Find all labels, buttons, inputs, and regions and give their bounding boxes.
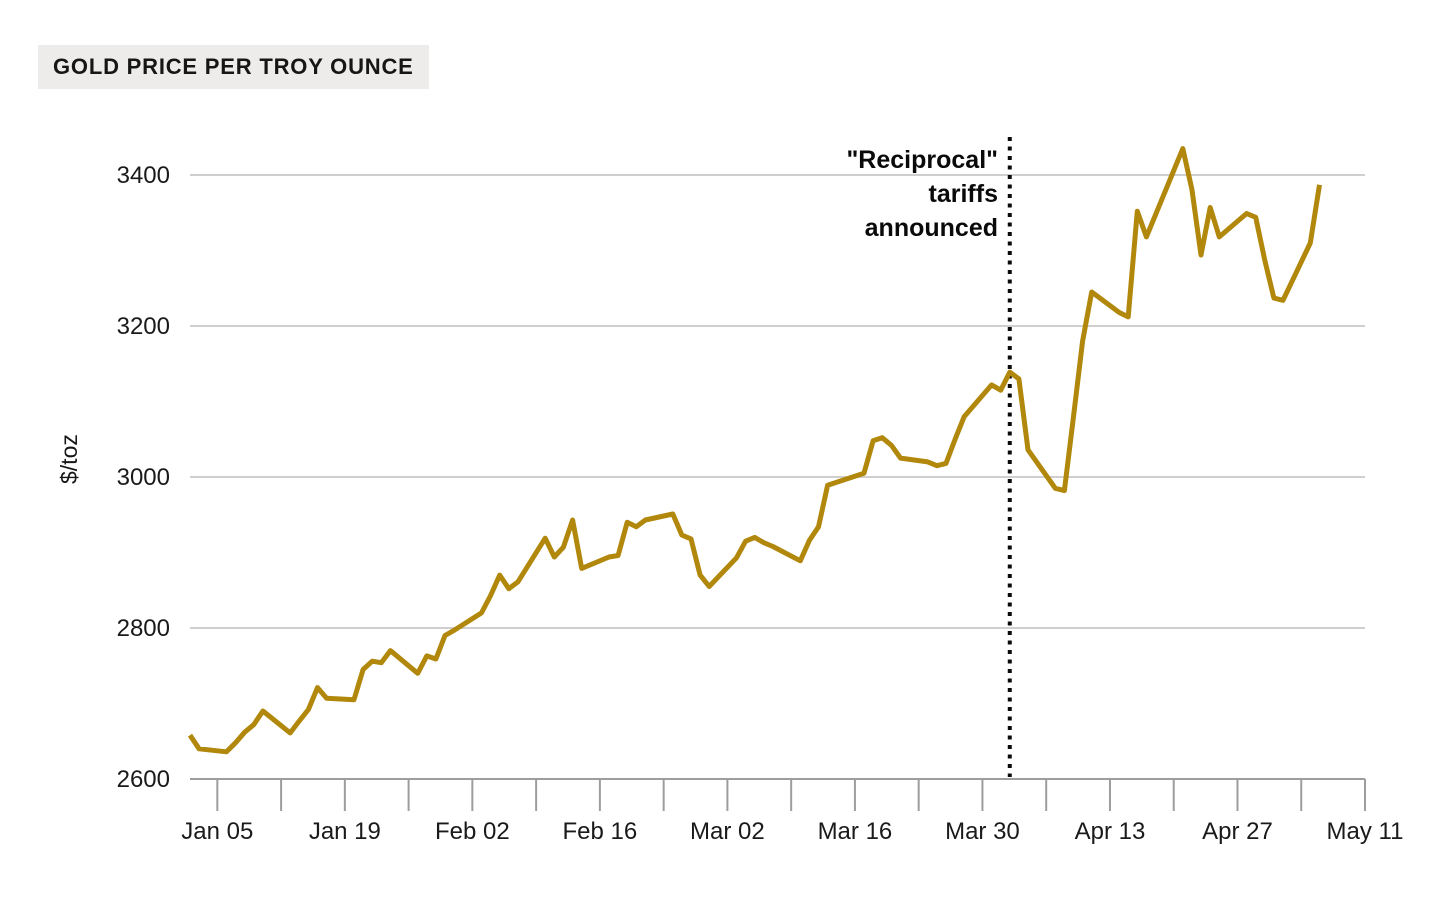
y-tick-label: 2800 xyxy=(117,615,170,642)
price-line xyxy=(187,146,1322,755)
x-tick-label: Mar 30 xyxy=(945,818,1020,845)
y-tick-label: 3400 xyxy=(117,162,170,189)
y-tick-label: 3200 xyxy=(117,313,170,340)
y-tick-label: 3000 xyxy=(117,464,170,491)
tariffs-annotation: "Reciprocal" tariffs announced xyxy=(846,146,998,242)
x-tick-label: May 11 xyxy=(1327,818,1404,845)
chart-title: GOLD PRICE PER TROY OUNCE xyxy=(38,45,429,89)
x-tick-label: Feb 02 xyxy=(435,818,510,845)
y-axis-label: $/toz xyxy=(56,434,82,484)
x-tick-label: Apr 13 xyxy=(1075,818,1146,845)
x-tick-label: Mar 02 xyxy=(690,818,765,845)
x-tick-label: Mar 16 xyxy=(818,818,893,845)
x-tick-label: Jan 05 xyxy=(181,818,253,845)
x-tick-label: Feb 16 xyxy=(563,818,638,845)
y-tick-label: 2600 xyxy=(117,766,170,793)
x-tick-label: Apr 27 xyxy=(1202,818,1273,845)
x-tick-label: Jan 19 xyxy=(309,818,381,845)
